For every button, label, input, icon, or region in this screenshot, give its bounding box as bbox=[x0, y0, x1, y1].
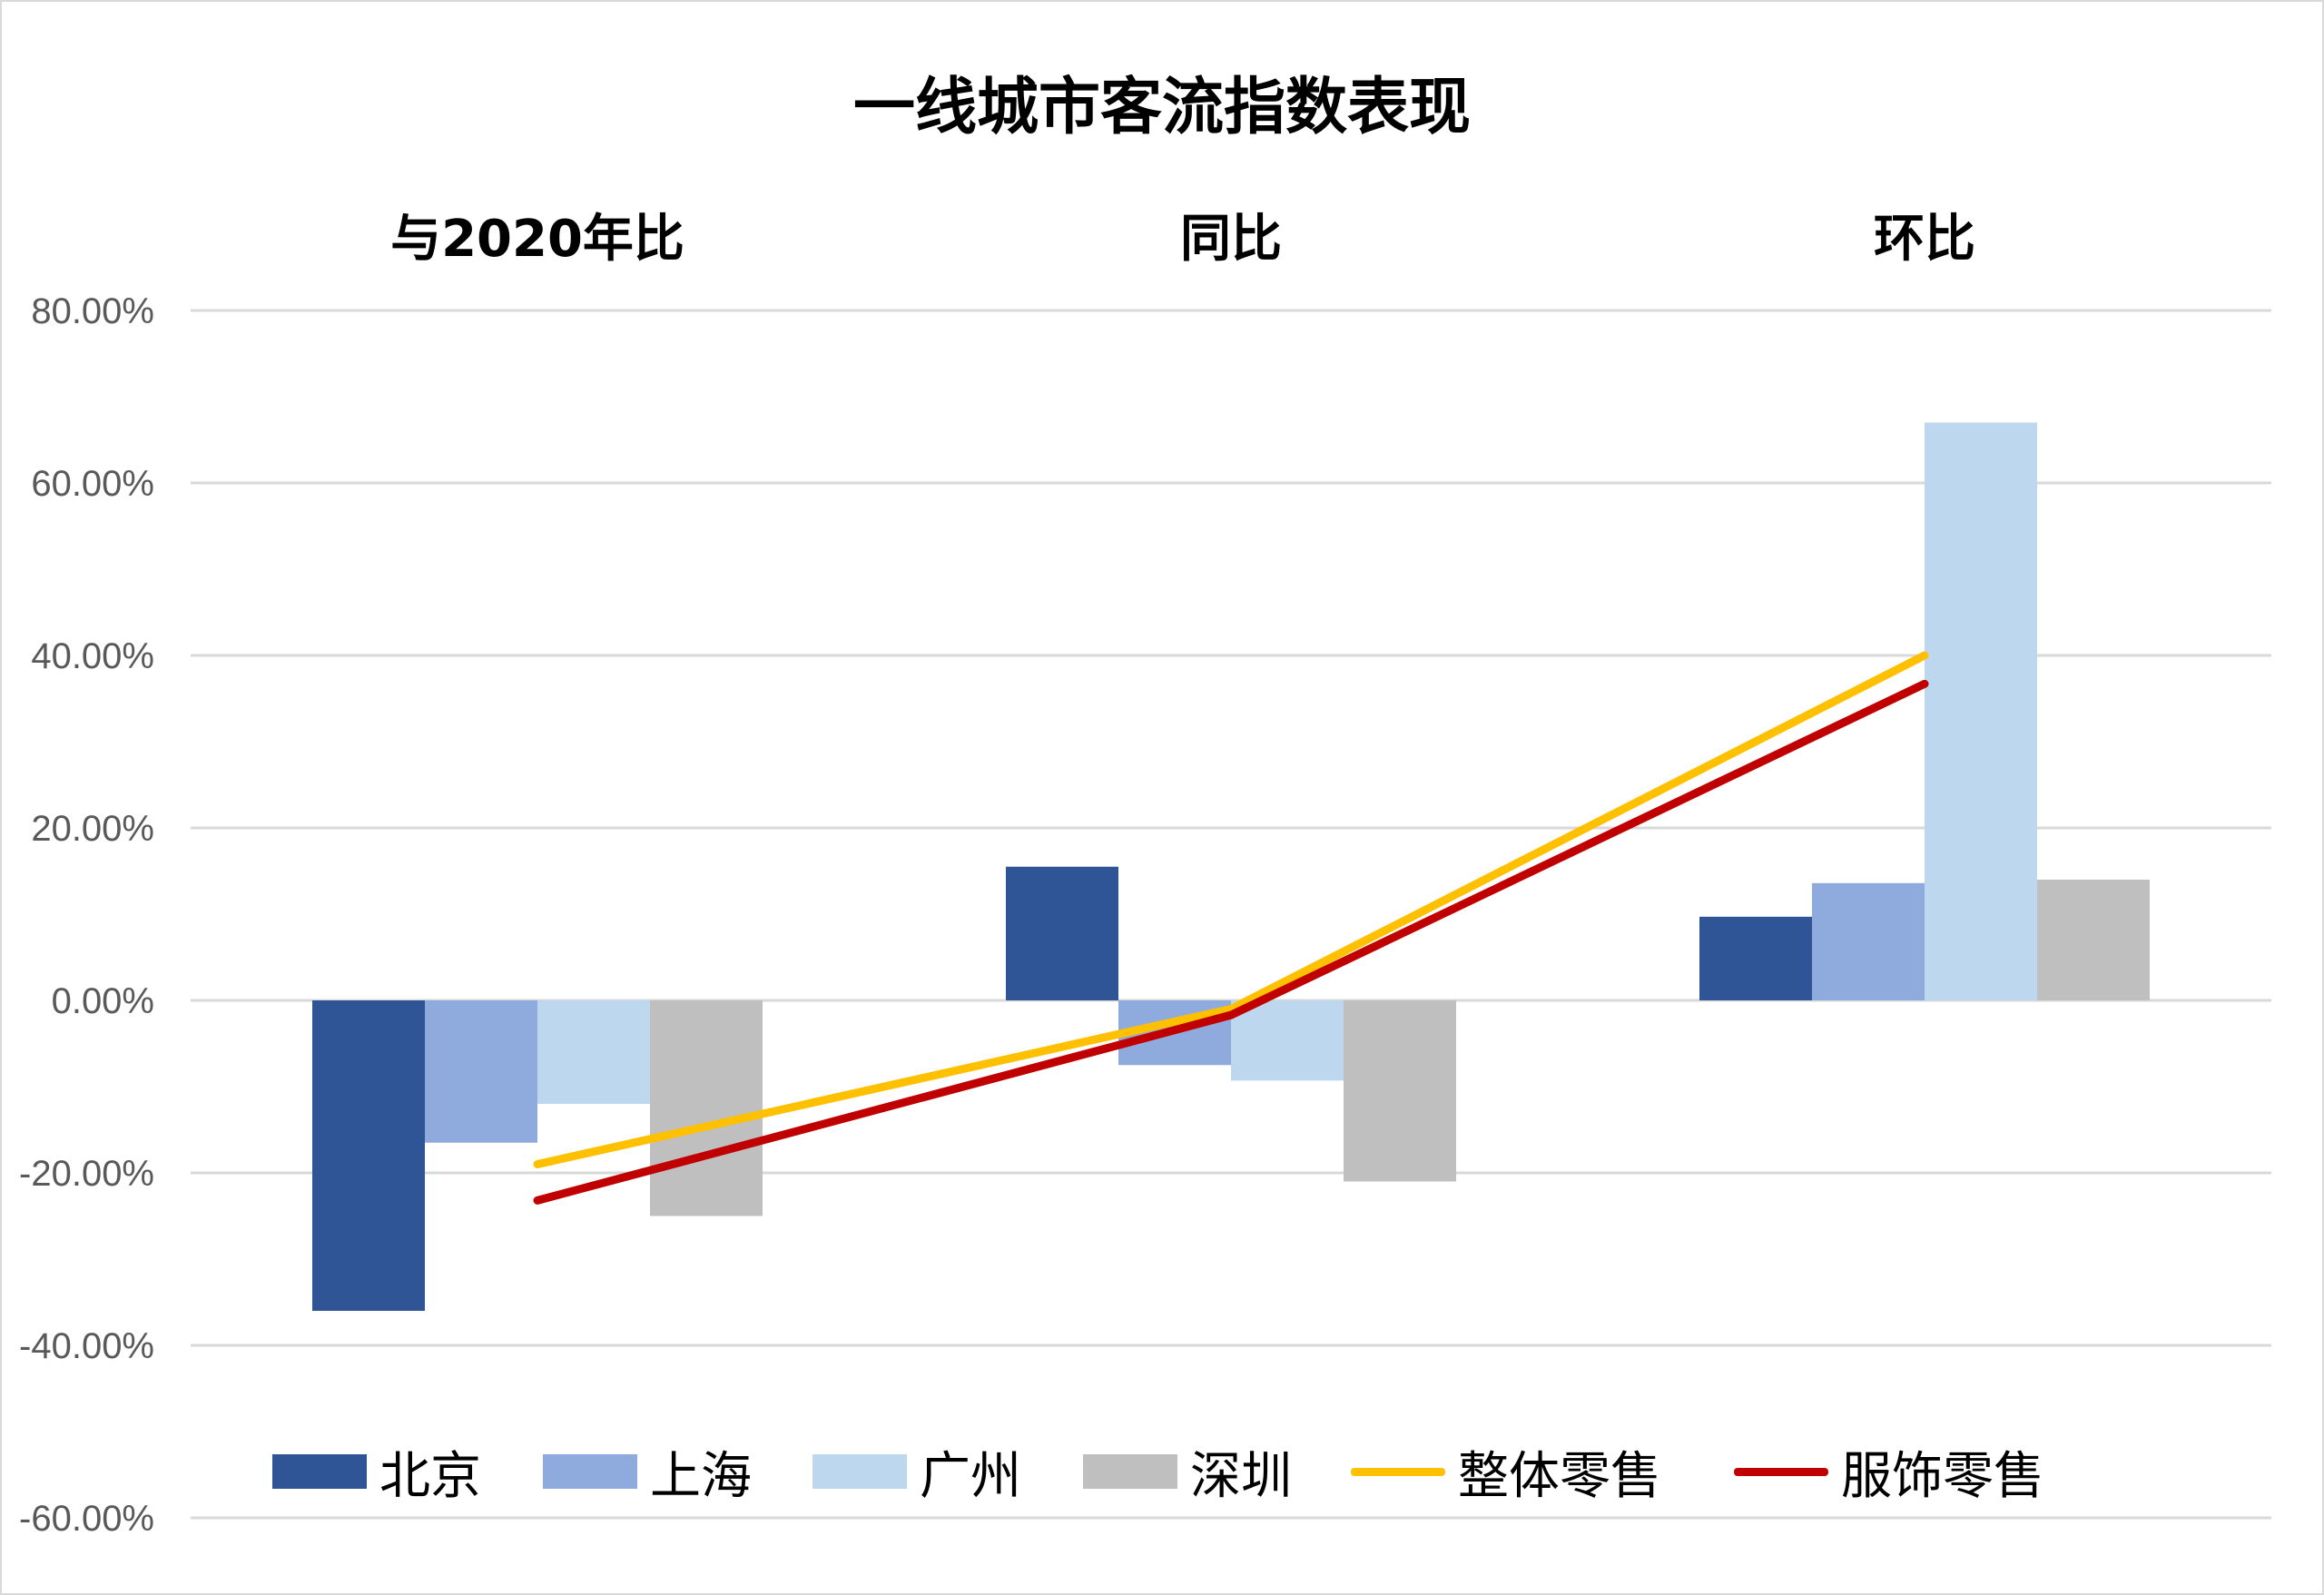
legend-item-overall-retail: 整体零售 bbox=[1351, 1440, 1661, 1506]
y-tick-label: 40.00% bbox=[31, 636, 154, 676]
legend-item-guangzhou: 广州 bbox=[812, 1440, 1021, 1506]
legend: 北京 上海 广州 深圳 整体零售 服饰零售 bbox=[0, 1440, 2324, 1506]
legend-label-shanghai: 上海 bbox=[650, 1446, 752, 1506]
chart-title: 一线城市客流指数表现 bbox=[852, 72, 1471, 143]
category-label-vs-2020: 与2020年比 bbox=[390, 210, 684, 269]
bar-shenzhen-vs-2020 bbox=[650, 1000, 763, 1216]
bar-guangzhou-vs-2020 bbox=[537, 1000, 650, 1104]
legend-label-shenzhen: 深圳 bbox=[1190, 1446, 1292, 1506]
y-tick-label: 60.00% bbox=[31, 464, 154, 504]
legend-item-apparel-retail: 服饰零售 bbox=[1734, 1440, 2044, 1506]
legend-item-shanghai: 上海 bbox=[543, 1440, 752, 1506]
legend-swatch-shenzhen bbox=[1083, 1454, 1177, 1489]
legend-label-guangzhou: 广州 bbox=[920, 1446, 1021, 1506]
bar-beijing-mom bbox=[1699, 916, 1812, 1000]
bar-shanghai-mom bbox=[1812, 882, 1925, 1000]
y-tick-label: 20.00% bbox=[31, 809, 154, 849]
legend-label-beijing: 北京 bbox=[379, 1446, 481, 1506]
legend-item-shenzhen: 深圳 bbox=[1083, 1440, 1292, 1506]
bar-beijing-yoy bbox=[1006, 866, 1118, 1000]
bar-guangzhou-yoy bbox=[1231, 1000, 1344, 1081]
legend-line-overall-retail bbox=[1351, 1467, 1445, 1476]
legend-swatch-guangzhou bbox=[812, 1454, 907, 1489]
category-label-mom: 环比 bbox=[1874, 210, 1975, 269]
legend-swatch-beijing bbox=[272, 1454, 367, 1489]
line-overall-retail bbox=[533, 651, 1929, 1168]
legend-item-beijing: 北京 bbox=[272, 1440, 481, 1506]
bar-shenzhen-yoy bbox=[1344, 1000, 1456, 1182]
bar-shanghai-vs-2020 bbox=[425, 1000, 537, 1143]
y-tick-label: -40.00% bbox=[19, 1326, 154, 1366]
line-apparel-retail bbox=[533, 679, 1929, 1205]
y-tick-label: -60.00% bbox=[19, 1499, 154, 1539]
y-tick-label: -20.00% bbox=[19, 1154, 154, 1194]
bar-guangzhou-mom bbox=[1925, 422, 2037, 1000]
category-label-yoy: 同比 bbox=[1180, 210, 1282, 269]
legend-label-overall-retail: 整体零售 bbox=[1458, 1446, 1661, 1506]
legend-line-apparel-retail bbox=[1734, 1467, 1828, 1476]
legend-label-apparel-retail: 服饰零售 bbox=[1841, 1446, 2044, 1506]
bar-beijing-vs-2020 bbox=[312, 1000, 425, 1311]
y-tick-label: 80.00% bbox=[31, 291, 154, 331]
legend-swatch-shanghai bbox=[543, 1454, 637, 1489]
bar-shenzhen-mom bbox=[2037, 880, 2150, 1000]
y-tick-label: 0.00% bbox=[52, 981, 154, 1021]
